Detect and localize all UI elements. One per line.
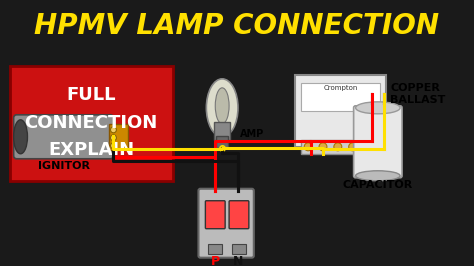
Bar	[216, 136, 228, 148]
Ellipse shape	[206, 79, 238, 137]
Bar	[214, 122, 230, 140]
Ellipse shape	[356, 171, 400, 181]
FancyBboxPatch shape	[14, 115, 113, 159]
Text: N: N	[233, 255, 243, 266]
Circle shape	[319, 143, 327, 151]
Circle shape	[364, 143, 372, 151]
Ellipse shape	[215, 88, 229, 124]
Text: IGNITOR: IGNITOR	[37, 161, 90, 171]
Text: COPPER: COPPER	[390, 83, 440, 93]
Bar	[209, 244, 222, 254]
Ellipse shape	[356, 102, 400, 114]
Bar	[301, 140, 380, 154]
FancyBboxPatch shape	[354, 106, 402, 178]
Circle shape	[334, 143, 342, 151]
Text: EXPLAIN: EXPLAIN	[48, 141, 134, 159]
Text: Crompton: Crompton	[324, 85, 358, 91]
Ellipse shape	[14, 120, 27, 154]
Text: CONNECTION: CONNECTION	[25, 114, 158, 132]
Bar	[9, 66, 173, 181]
Text: FULL: FULL	[66, 86, 116, 103]
Circle shape	[110, 143, 117, 149]
FancyBboxPatch shape	[199, 189, 254, 258]
Text: P: P	[211, 255, 220, 266]
FancyBboxPatch shape	[295, 75, 386, 147]
Circle shape	[304, 143, 312, 151]
FancyBboxPatch shape	[229, 201, 249, 229]
Text: HPMV LAMP CONNECTION: HPMV LAMP CONNECTION	[35, 12, 439, 40]
Circle shape	[110, 135, 117, 141]
Text: AMP: AMP	[240, 129, 264, 139]
Text: CAPACITOR: CAPACITOR	[343, 180, 413, 190]
FancyBboxPatch shape	[205, 201, 225, 229]
Circle shape	[110, 127, 117, 133]
Bar	[301, 83, 380, 111]
Text: BALLAST: BALLAST	[390, 95, 446, 105]
Bar	[109, 124, 128, 150]
Circle shape	[349, 143, 356, 151]
Bar	[232, 244, 246, 254]
